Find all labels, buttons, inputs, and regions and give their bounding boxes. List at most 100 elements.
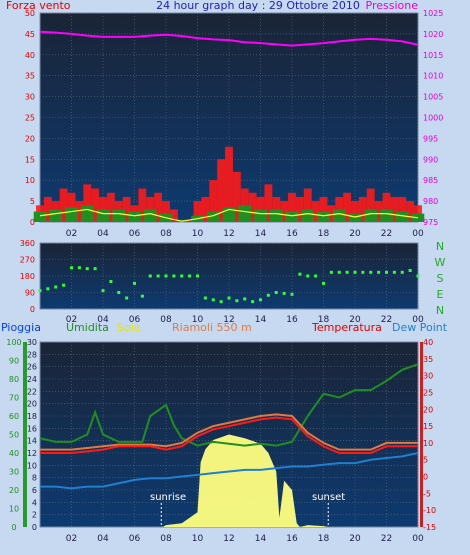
wind-tick-label: 50 [25, 9, 35, 18]
wind-average-bar [254, 209, 267, 222]
wind-gust-bar [162, 201, 170, 222]
wind-direction-point [125, 296, 129, 300]
hour-tick-label: 02 [66, 229, 77, 239]
dir-label-e: E [437, 288, 444, 301]
wind-direction-point [196, 274, 199, 278]
pressure-tick-label: 1025 [423, 9, 443, 18]
wind-average-bar [112, 209, 126, 222]
hour-tick-label: 14 [255, 315, 267, 325]
wind-gust-bar [75, 201, 84, 222]
wind-gust-bar [295, 196, 304, 222]
hour-tick-label: 18 [318, 229, 330, 239]
wind-direction-point [219, 300, 223, 304]
wind-direction-point [274, 291, 278, 294]
hour-tick-label: 02 [66, 534, 77, 544]
wind-gust-bar [217, 159, 226, 222]
wind-direction-point [392, 270, 396, 274]
wind-average-bar [269, 209, 283, 222]
wind-direction-point [227, 296, 231, 300]
humidity-legend: Umidita [66, 321, 109, 334]
wind-average-bar [348, 213, 362, 222]
wind-direction-point [400, 270, 404, 274]
wind-direction-point [251, 300, 255, 304]
temperature-tick-label: 20 [423, 405, 433, 414]
hour-tick-label: 02 [66, 315, 77, 325]
wind-gust-bar [99, 196, 107, 222]
hour-tick-label: 04 [97, 315, 109, 325]
hour-tick-label: 16 [286, 229, 298, 239]
wind-direction-point [148, 274, 152, 278]
wind-speed-line [39, 208, 419, 222]
wind-direction-point [369, 270, 373, 274]
rain-tick-label: 2 [32, 511, 37, 520]
wind-gust-bar [185, 219, 194, 222]
hour-tick-label: 08 [160, 229, 172, 239]
hour-tick-label: 22 [381, 534, 392, 544]
wind-direction-point [306, 274, 310, 278]
wind-direction-point [337, 270, 341, 274]
wind-direction-point [133, 281, 136, 285]
dewpoint-line [40, 452, 419, 490]
wind-average-bar [395, 211, 409, 222]
wind-gust-bar [146, 196, 155, 222]
wind-direction-point [62, 283, 66, 287]
wind-gust-bar [374, 201, 383, 222]
rain-tick-label: 30 [27, 338, 37, 347]
wind-gust-bar [351, 201, 359, 222]
humidity-axis-bar [23, 342, 27, 527]
rain-tick-label: 0 [32, 523, 37, 532]
wind-tick-label: 25 [25, 114, 35, 123]
temperature-tick-label: -10 [423, 506, 436, 515]
wind-gust-bar [138, 188, 147, 222]
dir-label-n-bottom: N [436, 304, 444, 317]
wind-gust-bar [256, 196, 265, 222]
rain-tick-label: 26 [27, 363, 37, 372]
rain-tick-label: 24 [27, 375, 37, 384]
hour-tick-label: 16 [286, 315, 298, 325]
temperature-tick-label: 0 [423, 473, 428, 482]
direction-tick-label: 0 [30, 305, 35, 314]
temperature-line [40, 416, 418, 454]
wind-gust-bar [122, 196, 131, 222]
hour-tick-label: 20 [349, 534, 361, 544]
sunrise-label: sunrise [150, 492, 186, 503]
wind-direction-point [243, 297, 247, 301]
rain-tick-label: 14 [27, 437, 37, 446]
temperature-tick-label: 10 [423, 439, 433, 448]
pressure-tick-label: 1010 [423, 72, 443, 81]
sunset-label: sunset [312, 492, 345, 503]
wind-direction-point [164, 274, 168, 278]
hour-tick-label: 10 [192, 229, 204, 239]
wind-direction-point [329, 270, 333, 274]
wind-average-bar [238, 205, 252, 222]
wind-gust-bar [209, 180, 218, 222]
hour-tick-label: 18 [318, 534, 330, 544]
humidity-tick-label: 20 [9, 486, 19, 495]
wind-gust-bar [319, 196, 328, 222]
pressure-line [39, 30, 419, 47]
pressure-tick-label: 995 [423, 134, 438, 143]
wind-gust-bar [358, 196, 367, 222]
wind-average-bar [285, 211, 299, 222]
wind-gust-bar [193, 201, 202, 222]
wind-tick-label: 5 [30, 197, 35, 206]
wind-gust-bar [272, 196, 281, 222]
wind-tick-label: 30 [25, 93, 35, 102]
wind-gust-bar [343, 192, 352, 222]
wind-direction-point [70, 266, 73, 270]
humidity-tick-label: 10 [9, 505, 19, 514]
wind-tick-label: 0 [30, 218, 35, 227]
wind-direction-point [259, 298, 262, 302]
temperature-axis-bar [420, 342, 423, 527]
wind-gust-bar [390, 196, 399, 222]
pressure-tick-label: 1020 [423, 30, 443, 39]
wind-gust-bar [106, 192, 115, 222]
temperature-legend: Temperatura [311, 321, 382, 334]
pressure-tick-label: 1015 [423, 51, 443, 60]
pressure-tick-label: 975 [423, 218, 438, 227]
wind-tick-label: 15 [25, 155, 35, 164]
wind-direction-point [172, 274, 176, 278]
dir-label-w: W [435, 256, 446, 269]
wind-direction-point [109, 280, 113, 283]
